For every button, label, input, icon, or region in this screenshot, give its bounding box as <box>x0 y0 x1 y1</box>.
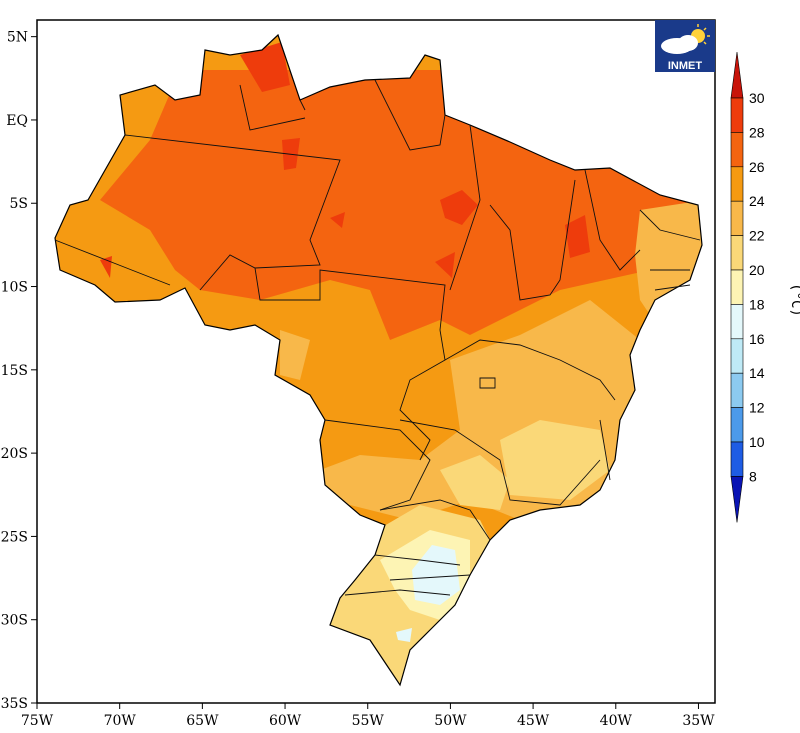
colorbar-tick-label: 22 <box>749 228 765 244</box>
border-acre-am <box>54 239 171 286</box>
colorbar-bin <box>730 372 744 408</box>
lat-tick-label: 5N <box>7 30 28 46</box>
border-mg <box>399 419 611 506</box>
colorbar-tick-label: 16 <box>749 331 765 347</box>
colorbar-tick-label: 28 <box>749 124 765 140</box>
lat-tick-label: 5S <box>10 196 29 212</box>
longitude-axis: 75W 70W 65W 60W 55W 50W 45W 40W 35W <box>21 703 715 729</box>
colorbar-unit: (°C) <box>788 283 800 317</box>
colorbar-tick-label: 14 <box>749 365 765 381</box>
border-to-ma <box>489 179 576 301</box>
lon-tick-label: 60W <box>269 713 302 729</box>
hotspot-roraima <box>240 42 290 92</box>
zone-16-18-a <box>412 545 460 605</box>
lon-tick-label: 40W <box>600 713 633 729</box>
zone-16-18-b <box>396 628 412 642</box>
colorbar-tick-label: 20 <box>749 262 765 278</box>
country-outline <box>54 33 703 687</box>
colorbar-bin <box>730 235 744 271</box>
border-mt-north <box>254 267 446 331</box>
border-ba-go <box>444 339 616 401</box>
hotspot-tocantins <box>435 252 455 278</box>
lat-tick-label: EQ <box>6 113 28 129</box>
lat-tick-label: 30S <box>1 613 28 629</box>
sun-rays-icon <box>697 24 710 45</box>
border-sp-pr <box>379 499 491 541</box>
zone-20-22-sp <box>440 455 510 510</box>
border-ne-small <box>639 209 701 291</box>
cloud-icon-part <box>678 35 698 51</box>
logo-text: INMET <box>668 60 703 72</box>
border-rr <box>239 84 306 131</box>
hotspot-small <box>330 212 345 228</box>
colorbar-tick-label: 26 <box>749 159 765 175</box>
zone-22-24-mt <box>280 330 310 380</box>
lon-tick-label: 65W <box>186 713 219 729</box>
border-ms <box>324 419 431 511</box>
colorbar-bin <box>730 338 744 374</box>
latitude-axis: 5N EQ 5S 10S 15S 20S 25S 30S 35S <box>1 30 37 712</box>
hotspot-para <box>440 190 478 225</box>
lat-tick-label: 10S <box>1 280 28 296</box>
border-am <box>124 134 341 291</box>
colorbar-upper-arrow <box>730 51 744 99</box>
lon-tick-label: 35W <box>682 713 715 729</box>
border-pr-sc <box>374 554 471 581</box>
hotspot-piaui <box>565 215 590 258</box>
colorbar-tick-label: 8 <box>749 468 757 484</box>
lat-tick-label: 20S <box>1 446 28 462</box>
lat-tick-label: 15S <box>1 363 28 379</box>
border-pi-ce <box>584 169 641 271</box>
colorbar-tick-label: 12 <box>749 400 765 416</box>
colorbar-bin <box>730 132 744 168</box>
colorbar-lower-arrow <box>730 476 744 523</box>
colorbar: 30 28 26 24 22 20 18 16 14 12 10 8 <box>730 51 765 523</box>
colorbar-tick-label: 10 <box>749 434 765 450</box>
inmet-logo: INMET <box>655 20 715 72</box>
lat-tick-label: 25S <box>1 529 28 545</box>
colorbar-bin <box>730 200 744 236</box>
colorbar-bin <box>730 441 744 477</box>
colorbar-tick-label: 30 <box>749 90 765 106</box>
state-borders <box>54 79 701 596</box>
colorbar-bin <box>730 304 744 340</box>
lon-tick-label: 45W <box>517 713 550 729</box>
lon-tick-label: 75W <box>21 713 54 729</box>
colorbar-bin <box>730 407 744 443</box>
colorbar-bin <box>730 166 744 202</box>
border-pa <box>374 79 481 291</box>
colorbar-bin <box>730 97 744 133</box>
border-mt-go <box>399 329 446 461</box>
lon-tick-label: 70W <box>104 713 137 729</box>
colorbar-tick-label: 18 <box>749 296 765 312</box>
lon-tick-label: 55W <box>352 713 385 729</box>
colorbar-tick-label: 24 <box>749 193 765 209</box>
colorbar-bin <box>730 269 744 305</box>
border-sc-rs <box>344 589 451 596</box>
border-df <box>479 377 496 389</box>
lon-tick-label: 50W <box>434 713 467 729</box>
lat-tick-label: 35S <box>1 696 28 712</box>
